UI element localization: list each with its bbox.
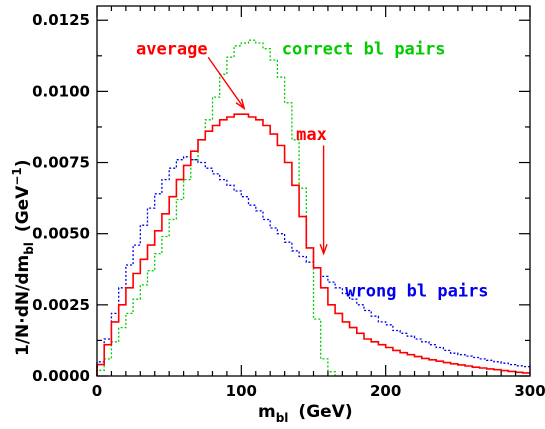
annotation-arrow <box>207 56 245 109</box>
series-layer <box>96 39 530 377</box>
annotation-correct-bl-pairs: correct bl pairs <box>282 39 446 59</box>
annotation-arrowhead <box>319 243 328 256</box>
y-axis-title: 1/N·dN/dmbl(GeV−1) <box>10 159 36 356</box>
tick-layer: 0 100 200 300 0.0000 0.0025 0.0050 0.0075 0.0100… <box>32 6 545 400</box>
y-tick-label: 0.0075 <box>32 154 90 172</box>
y-tick-label: 0.0000 <box>32 367 90 385</box>
x-axis-title: mbl (GeV) <box>258 402 353 425</box>
series-correct-bl-pairs-line <box>96 39 530 377</box>
series-average-line <box>96 113 530 376</box>
annotation-wrong-bl-pairs: wrong bl pairs <box>345 281 488 301</box>
annotation-max: max <box>296 125 327 145</box>
y-tick-label: 0.0125 <box>32 11 90 29</box>
x-tick-label: 100 <box>226 382 257 400</box>
y-tick-label: 0.0050 <box>32 225 90 243</box>
y-tick-label: 0.0025 <box>32 296 90 314</box>
x-tick-label: 200 <box>370 382 401 400</box>
annotation-average: average <box>136 39 208 59</box>
x-tick-label: 300 <box>514 382 545 400</box>
x-tick-label: 0 <box>92 382 102 400</box>
y-tick-label: 0.0100 <box>32 82 90 100</box>
annotation-arrowhead <box>235 98 246 111</box>
annotation-layer: average correct bl pairs max wrong bl pairs <box>136 39 489 301</box>
